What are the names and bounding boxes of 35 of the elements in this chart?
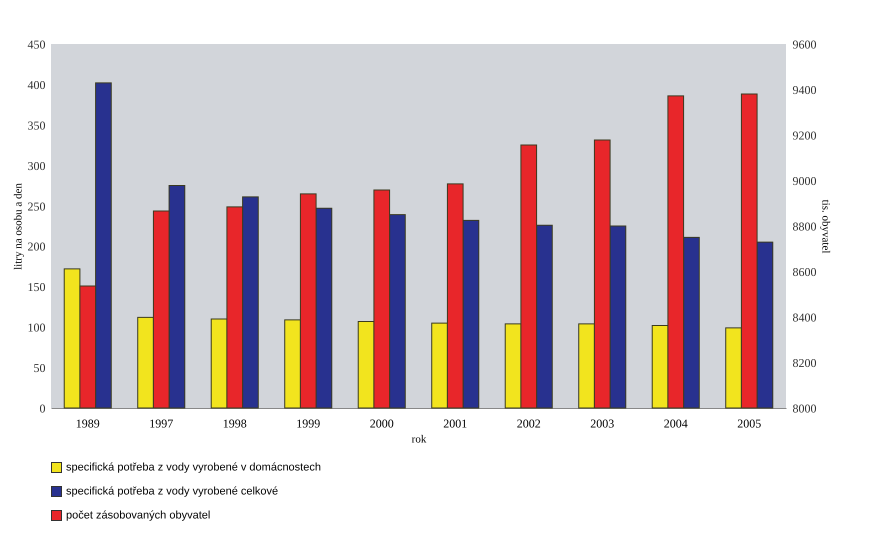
y-axis-title: litry na osobu a den [12,182,24,270]
y2-tick-label: 9000 [792,174,816,188]
y2-tick-label: 8800 [792,220,816,234]
x-tick-label: 1998 [222,416,247,430]
y-tick-label: 100 [28,320,46,335]
y2-tick-label: 8000 [792,402,816,416]
legend-label: specifická potřeba z vody vyrobené v domácnostech [66,462,321,474]
y2-tick-label: 9200 [792,128,816,142]
y2-tick-label: 9600 [792,38,816,52]
x-axis-title: rok [412,434,427,446]
y2-tick-label: 8400 [792,310,816,324]
y2-tick-label: 9400 [792,83,816,97]
legend-label: počet zásobovaných obyvatel [66,510,210,522]
y2-tick-label: 8600 [792,265,816,279]
y-tick-label: 200 [28,240,46,254]
y-tick-label: 400 [28,78,46,92]
x-tick-label: 2001 [443,416,468,430]
y-tick-label: 150 [28,280,46,294]
x-tick-label: 1989 [76,416,100,430]
x-tick-label: 1997 [149,416,174,430]
y-tick-label: 350 [28,118,46,132]
x-tick-label: 2004 [664,416,688,430]
y-tick-label: 450 [28,38,46,52]
y2-axis-title: tis. obyvatel [820,200,832,254]
y-tick-label: 50 [34,361,46,376]
x-tick-label: 2005 [737,416,762,430]
y2-tick-label: 8200 [792,356,816,370]
legend-label: specifická potřeba z vody vyrobené celkové [66,486,278,498]
x-tick-label: 2002 [516,416,541,430]
x-tick-label: 2000 [370,416,394,430]
x-tick-label: 1999 [296,416,320,430]
x-tick-label: 2003 [590,416,614,430]
y-tick-label: 300 [28,158,46,173]
y-tick-label: 0 [40,402,46,416]
y-tick-label: 250 [28,199,46,214]
